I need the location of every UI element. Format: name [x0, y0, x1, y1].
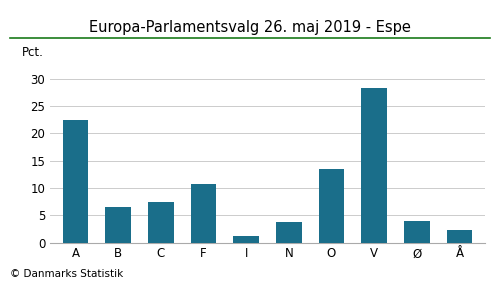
Bar	[234, 236, 259, 243]
Bar	[148, 202, 174, 243]
Text: © Danmarks Statistik: © Danmarks Statistik	[10, 269, 123, 279]
Bar	[276, 222, 301, 243]
Bar	[446, 230, 472, 243]
Bar	[190, 184, 216, 243]
Text: Pct.: Pct.	[22, 46, 44, 59]
Bar	[106, 207, 131, 243]
Bar	[318, 169, 344, 243]
Text: Europa-Parlamentsvalg 26. maj 2019 - Espe: Europa-Parlamentsvalg 26. maj 2019 - Esp…	[89, 20, 411, 35]
Bar	[63, 120, 88, 243]
Bar	[404, 221, 429, 243]
Bar	[362, 89, 387, 243]
